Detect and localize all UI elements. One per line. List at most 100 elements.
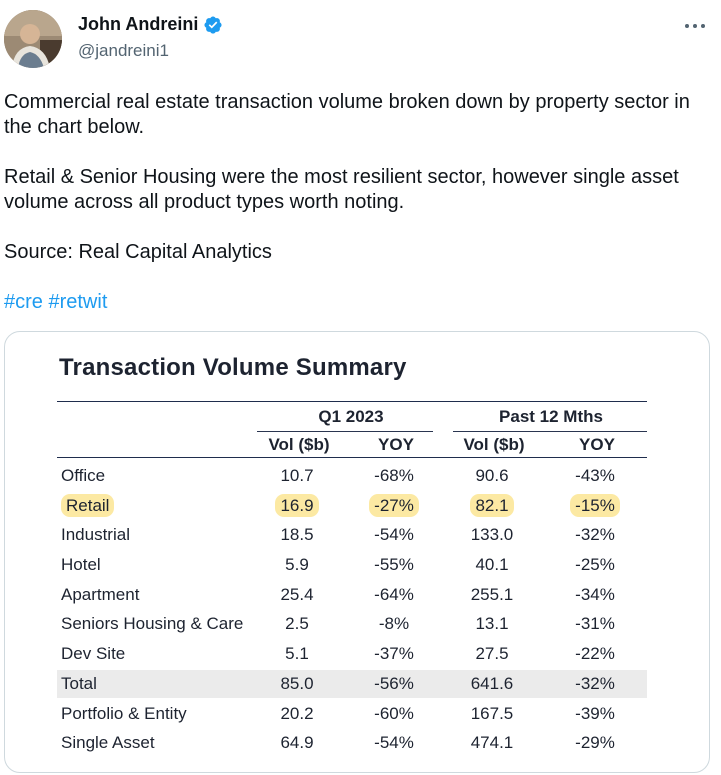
table-cell-value: -68% [374,466,414,485]
table-cell-value: -56% [374,673,414,693]
table-cell: 641.6 [444,669,540,699]
table-cell-value: -31% [575,614,615,634]
table-cell: -54% [346,728,442,758]
table-cell-value: 64.9 [280,733,314,753]
table-cell-value: -27% [369,493,419,517]
table-title: Transaction Volume Summary [59,354,407,381]
table-cell: 25.4 [249,580,345,610]
author-name-text: John Andreini [78,14,199,34]
row-label: Industrial [61,520,130,550]
table-cell-value: 5.9 [285,555,309,575]
table-cell-value: 18.5 [280,525,314,545]
table-cell: -27% [346,491,442,521]
table-row: Dev Site 5.1 -37% 27.5 -22% [57,639,647,669]
row-label: Apartment [61,580,139,610]
table-cell-value: 20.2 [280,703,314,723]
table-cell-value: 16.9 [275,493,319,517]
table-cell-value: 167.5 [470,703,514,723]
row-label-text: Retail [61,493,115,517]
table-cell-value: -15% [570,493,620,517]
author-name[interactable]: John Andreini [78,14,223,35]
table-cell-value: -54% [374,733,414,753]
table-cell: -37% [346,639,442,669]
group-header-12m: Past 12 Mths [499,407,603,426]
table-cell-value: 40.1 [475,555,509,575]
table-cell-value: 85.0 [280,673,314,693]
table-cell: 5.9 [249,550,345,580]
tweet-paragraph: Commercial real estate transaction volum… [4,91,690,138]
table-cell: -56% [346,669,442,699]
tweet-paragraph: Source: Real Capital Analytics [4,241,272,263]
table-cell: 90.6 [444,461,540,491]
more-dots-icon[interactable] [683,14,707,38]
table-cell-value: -32% [575,673,615,693]
table-cell: -34% [547,580,643,610]
table-cell: -15% [547,491,643,521]
row-label-text: Portfolio & Entity [61,703,187,723]
row-label: Total [61,669,97,699]
column-header: YOY [579,435,615,454]
table-cell: 82.1 [444,491,540,521]
table-row: Apartment 25.4 -64% 255.1 -34% [57,580,647,610]
table-cell-value: 255.1 [470,584,514,604]
table-cell-value: 82.1 [470,493,514,517]
row-label: Seniors Housing & Care [61,609,243,639]
author-handle[interactable]: @jandreini1 [78,41,169,60]
table-cell: 20.2 [249,699,345,729]
table-cell-value: 474.1 [470,733,514,753]
table-cell-value: -8% [378,614,410,634]
table-cell: -22% [547,639,643,669]
table-cell-value: -32% [575,525,615,545]
table-cell: -68% [346,461,442,491]
table-row: Total 85.0 -56% 641.6 -32% [57,669,647,699]
table-cell-value: 25.4 [280,584,314,604]
table-cell: -32% [547,520,643,550]
table-cell: 255.1 [444,580,540,610]
table-cell-value: -54% [374,525,414,545]
divider [257,431,433,432]
media-image[interactable]: Transaction Volume Summary Q1 2023 Past … [4,331,710,773]
row-label-text: Total [61,673,97,693]
row-label-text: Hotel [61,555,101,575]
table-row: Industrial 18.5 -54% 133.0 -32% [57,520,647,550]
table-cell: 13.1 [444,609,540,639]
table-cell: 474.1 [444,728,540,758]
table-cell-value: -43% [575,466,615,485]
hashtags: #cre #retwit [4,290,107,315]
table-cell-value: -37% [374,644,414,664]
group-header-q1: Q1 2023 [318,407,384,426]
table-cell: 2.5 [249,609,345,639]
table-row: Office 10.7 -68% 90.6 -43% [57,461,647,491]
table-row: Single Asset 64.9 -54% 474.1 -29% [57,728,647,758]
table-cell: 85.0 [249,669,345,699]
table-body: Office 10.7 -68% 90.6 -43% Retail 16.9 -27% 82.1… [57,461,647,758]
table-cell-value: 641.6 [470,673,514,693]
hashtag-link[interactable]: #cre [4,291,43,313]
divider [57,401,647,402]
hashtag-link[interactable]: #retwit [48,291,108,313]
table-cell: 27.5 [444,639,540,669]
column-header: Vol ($b) [268,435,330,454]
table-cell: 16.9 [249,491,345,521]
avatar[interactable] [4,10,62,68]
table-cell-value: -55% [374,555,414,575]
table-cell: -54% [346,520,442,550]
row-label-text: Industrial [61,525,130,545]
column-header: YOY [378,435,414,454]
table-cell-value: 27.5 [475,644,509,664]
divider [57,457,647,458]
table-cell: -25% [547,550,643,580]
table-cell-value: -60% [374,703,414,723]
row-label-text: Single Asset [61,733,155,753]
table-cell: 10.7 [249,461,345,491]
table-cell-value: 13.1 [475,614,509,634]
table-cell-value: -34% [575,584,615,604]
column-header: Vol ($b) [463,435,525,454]
table-cell: -55% [346,550,442,580]
row-label-text: Seniors Housing & Care [61,614,244,634]
table-cell: 133.0 [444,520,540,550]
table-cell: -29% [547,728,643,758]
row-label: Single Asset [61,728,155,758]
row-label-text: Dev Site [61,644,126,664]
row-label: Hotel [61,550,101,580]
